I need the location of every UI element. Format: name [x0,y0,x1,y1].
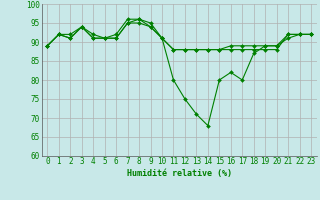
X-axis label: Humidité relative (%): Humidité relative (%) [127,169,232,178]
